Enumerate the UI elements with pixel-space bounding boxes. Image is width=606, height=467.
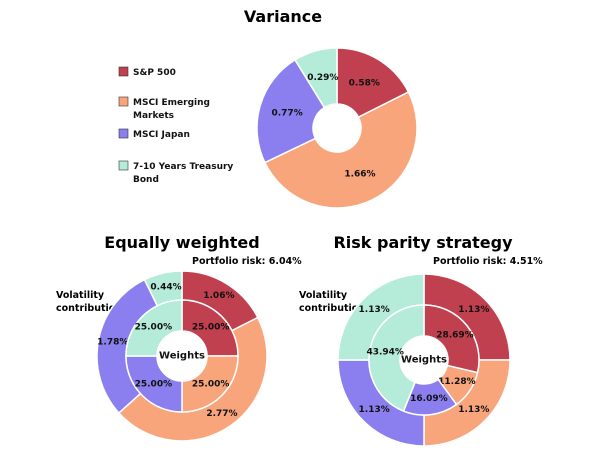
equal-inner-label-japan: 25.00% (135, 380, 173, 390)
risk-parity-portfolio-risk: Portfolio risk: 4.51% (433, 256, 543, 267)
legend-swatch-sp500 (118, 66, 129, 77)
svg-text:Volatility: Volatility (299, 290, 348, 301)
legend-swatch-japan (118, 128, 129, 139)
svg-text:Volatility: Volatility (56, 290, 105, 301)
legend-label-emerging-markets: Markets (133, 111, 174, 121)
equal-inner-slice-japan (125, 355, 183, 413)
variance-donut: 0.58% 1.66% 0.77% 0.29% (256, 47, 418, 209)
variance-label-sp500: 0.58% (349, 79, 380, 89)
equal-inner-slice-emerging-markets (181, 355, 239, 413)
risk-parity-title: Risk parity strategy (333, 233, 513, 252)
parity-weights-center-label: Weights (401, 355, 447, 366)
equal-outer-label-sp500: 1.06% (203, 291, 234, 301)
equal-weighted-title: Equally weighted (104, 233, 259, 252)
risk-parity-donut: 1.13% 1.13% 1.13% 1.13% 28.69% 11.28% 16.09% 43… (337, 273, 511, 447)
legend-swatch-treasury-bond (118, 160, 129, 171)
legend-label-emerging-markets: MSCI Emerging (133, 98, 210, 108)
parity-outer-label-japan: 1.13% (359, 405, 390, 415)
parity-inner-label-treasury-bond: 43.94% (366, 348, 404, 358)
parity-outer-label-emerging-markets: 1.13% (458, 405, 489, 415)
legend-label-japan: MSCI Japan (133, 130, 190, 140)
equal-outer-label-treasury-bond: 0.44% (150, 282, 181, 292)
variance-slice-emerging-markets (263, 91, 418, 209)
equal-outer-label-emerging-markets: 2.77% (206, 409, 237, 419)
legend-swatch-emerging-markets (118, 96, 129, 107)
equal-weighted-outer-ring-label: Volatility contribution (56, 290, 122, 314)
variance-slice-treasury-bond (294, 47, 338, 109)
legend-label-treasury-bond: 7-10 Years Treasury (133, 162, 233, 172)
parity-inner-label-sp500: 28.69% (436, 330, 474, 340)
risk-parity-outer-ring-label: Volatility contribution (299, 290, 365, 314)
variance-label-emerging-markets: 1.66% (344, 170, 375, 180)
parity-outer-label-treasury-bond: 1.13% (359, 305, 390, 315)
variance-slice-sp500 (336, 47, 410, 119)
equal-weighted-portfolio-risk: Portfolio risk: 6.04% (192, 256, 302, 267)
parity-inner-label-emerging-markets: 11.28% (438, 377, 476, 387)
legend-label-treasury-bond: Bond (133, 175, 159, 185)
legend: S&P 500 MSCI Emerging Markets MSCI Japan 7-1… (118, 66, 233, 185)
svg-text:contribution: contribution (56, 303, 122, 314)
equal-inner-slice-sp500 (181, 299, 239, 357)
parity-outer-label-sp500: 1.13% (458, 305, 489, 315)
legend-label-sp500: S&P 500 (133, 68, 176, 78)
parity-inner-label-japan: 16.09% (410, 394, 448, 404)
equal-inner-label-emerging-markets: 25.00% (192, 380, 230, 390)
variance-slice-japan (256, 58, 326, 164)
variance-title: Variance (244, 7, 322, 26)
equal-inner-label-treasury-bond: 25.00% (135, 322, 173, 332)
equal-inner-label-sp500: 25.00% (192, 322, 230, 332)
variance-label-treasury-bond: 0.29% (307, 73, 338, 83)
variance-label-japan: 0.77% (271, 108, 302, 118)
equal-inner-slice-treasury-bond (125, 299, 183, 357)
svg-text:contribution: contribution (299, 303, 365, 314)
equal-weights-center-label: Weights (159, 351, 205, 362)
equal-outer-label-japan: 1.78% (97, 338, 128, 348)
parity-inner-slice-sp500 (423, 304, 480, 374)
equal-weighted-donut: 1.06% 2.77% 1.78% 0.44% 25.00% 25.00% 25.00% 25… (96, 270, 268, 442)
parity-inner-slice-treasury-bond (368, 304, 425, 413)
